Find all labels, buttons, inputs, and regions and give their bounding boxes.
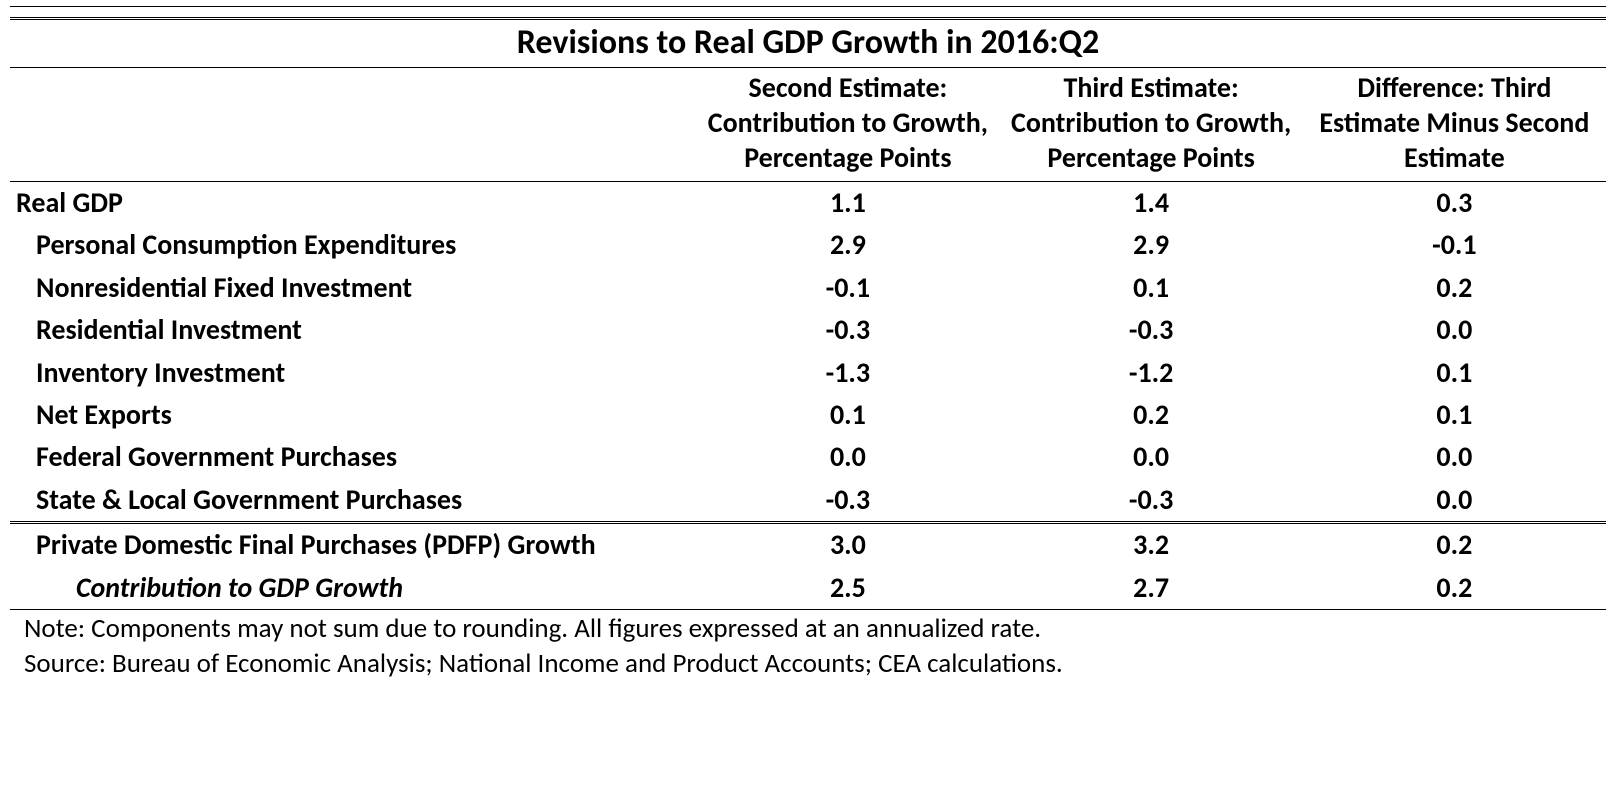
cell-value: 0.0	[1303, 436, 1606, 478]
row-label: Real GDP	[10, 182, 696, 225]
table-row: Contribution to GDP Growth 2.5 2.7 0.2	[10, 567, 1606, 609]
table-row: Inventory Investment -1.3 -1.2 0.1	[10, 352, 1606, 394]
data-table: Revisions to Real GDP Growth in 2016:Q2 …	[10, 17, 1606, 609]
cell-value: 0.2	[1303, 567, 1606, 609]
cell-value: 2.9	[1000, 224, 1303, 266]
table-row: Net Exports 0.1 0.2 0.1	[10, 394, 1606, 436]
cell-value: 0.1	[1303, 352, 1606, 394]
table-row: Private Domestic Final Purchases (PDFP) …	[10, 523, 1606, 567]
table-row: Real GDP 1.1 1.4 0.3	[10, 182, 1606, 225]
table-footnotes: Note: Components may not sum due to roun…	[10, 609, 1606, 680]
cell-value: 2.9	[696, 224, 999, 266]
cell-value: -1.3	[696, 352, 999, 394]
cell-value: -0.3	[696, 309, 999, 351]
cell-value: 2.5	[696, 567, 999, 609]
cell-value: 0.0	[1303, 479, 1606, 523]
cell-value: 0.0	[696, 436, 999, 478]
col-header-difference: Difference: Third Estimate Minus Second …	[1303, 68, 1606, 182]
table-row: Federal Government Purchases 0.0 0.0 0.0	[10, 436, 1606, 478]
cell-value: 0.2	[1000, 394, 1303, 436]
cell-value: -0.1	[1303, 224, 1606, 266]
row-label: Contribution to GDP Growth	[10, 567, 696, 609]
row-label: Private Domestic Final Purchases (PDFP) …	[10, 523, 696, 567]
cell-value: 2.7	[1000, 567, 1303, 609]
gdp-revisions-table: Revisions to Real GDP Growth in 2016:Q2 …	[10, 6, 1606, 680]
cell-value: 3.2	[1000, 523, 1303, 567]
col-header-third-estimate: Third Estimate: Contribution to Growth, …	[1000, 68, 1303, 182]
table-title: Revisions to Real GDP Growth in 2016:Q2	[10, 19, 1606, 68]
cell-value: 3.0	[696, 523, 999, 567]
table-row: Nonresidential Fixed Investment -0.1 0.1…	[10, 267, 1606, 309]
cell-value: -0.3	[1000, 309, 1303, 351]
cell-value: 0.2	[1303, 267, 1606, 309]
cell-value: 0.0	[1303, 309, 1606, 351]
row-label: State & Local Government Purchases	[10, 479, 696, 523]
row-label: Inventory Investment	[10, 352, 696, 394]
footnote-note: Note: Components may not sum due to roun…	[10, 612, 1606, 645]
row-label: Residential Investment	[10, 309, 696, 351]
cell-value: 1.4	[1000, 182, 1303, 225]
row-label: Federal Government Purchases	[10, 436, 696, 478]
row-label: Personal Consumption Expenditures	[10, 224, 696, 266]
cell-value: -0.3	[1000, 479, 1303, 523]
table-row: State & Local Government Purchases -0.3 …	[10, 479, 1606, 523]
cell-value: 0.1	[1303, 394, 1606, 436]
cell-value: -0.3	[696, 479, 999, 523]
cell-value: 0.0	[1000, 436, 1303, 478]
table-row: Personal Consumption Expenditures 2.9 2.…	[10, 224, 1606, 266]
row-label: Nonresidential Fixed Investment	[10, 267, 696, 309]
col-header-second-estimate: Second Estimate: Contribution to Growth,…	[696, 68, 999, 182]
row-label: Net Exports	[10, 394, 696, 436]
table-row: Residential Investment -0.3 -0.3 0.0	[10, 309, 1606, 351]
cell-value: 0.2	[1303, 523, 1606, 567]
footnote-source: Source: Bureau of Economic Analysis; Nat…	[10, 647, 1606, 680]
cell-value: 0.1	[696, 394, 999, 436]
col-header-stub	[10, 68, 696, 182]
cell-value: 1.1	[696, 182, 999, 225]
cell-value: 0.3	[1303, 182, 1606, 225]
cell-value: 0.1	[1000, 267, 1303, 309]
cell-value: -1.2	[1000, 352, 1303, 394]
cell-value: -0.1	[696, 267, 999, 309]
